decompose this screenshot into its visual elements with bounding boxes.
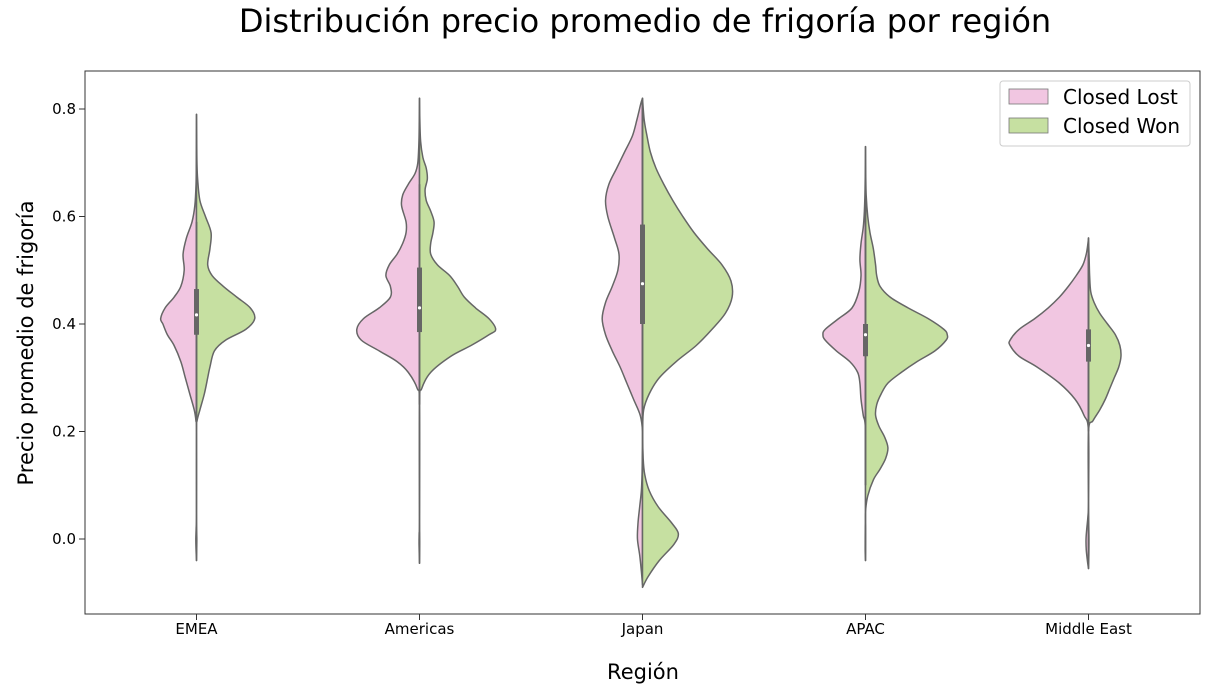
x-tick-label: Americas [385,620,455,638]
y-tick-label: 0.8 [52,100,76,118]
plot-area: 0.0 0.2 0.4 0.6 0.8 EMEA Americas Japan APAC Midd… [52,97,1132,638]
median-dot-emea [194,313,199,317]
legend: Closed Lost Closed Won [999,80,1191,147]
y-tick-label: 0.6 [52,208,76,226]
x-tick-label: APAC [846,620,885,638]
chart-title: Distribución precio promedio de frigoría… [239,2,1051,40]
x-tick-label: EMEA [175,620,218,638]
iqr-box-japan [640,224,645,324]
median-dot-japan [640,282,645,286]
violin-lost-japan [601,97,644,586]
iqr-box-apac [863,324,868,357]
plot-frame [84,70,1201,615]
violin-won-apac [864,145,949,562]
legend-label: Closed Won [1063,114,1180,138]
iqr-box-americas [417,267,422,333]
y-tick-label: 0.2 [52,423,76,441]
iqr-box-emea [194,289,199,335]
x-tick-label: Japan [621,620,664,638]
violin-won-emea [195,113,256,562]
y-tick-label: 0.4 [52,315,76,333]
legend-swatch [1008,117,1049,134]
legend-swatch [1008,88,1049,105]
x-tick-label: Middle East [1045,620,1132,638]
median-dot-middle-east [1086,343,1091,348]
median-dot-apac [863,333,868,337]
violin-lost-middle-east [1008,237,1090,570]
legend-label: Closed Lost [1063,85,1178,109]
y-axis-label: Precio promedio de frigoría [14,200,38,485]
x-axis-label: Región [607,660,679,684]
y-tick-label: 0.0 [52,530,76,548]
violin-won-middle-east [1087,237,1122,570]
median-dot-americas [417,306,422,310]
violin-won-japan [641,97,734,589]
